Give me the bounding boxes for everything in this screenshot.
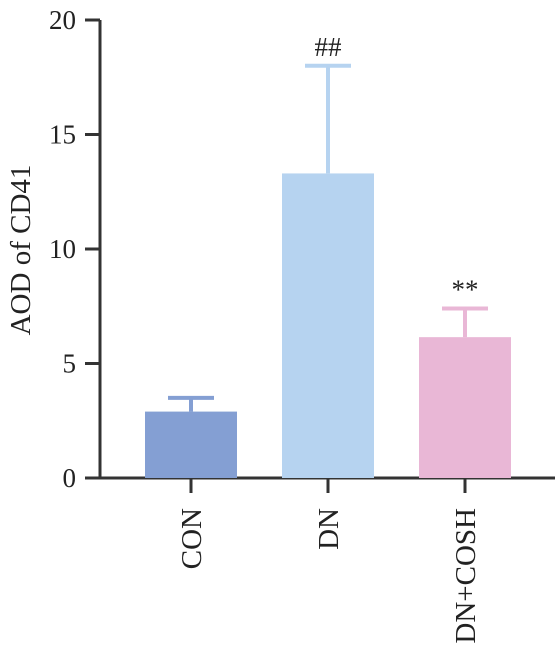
y-tick-label: 10	[49, 234, 76, 264]
bar-con	[145, 411, 237, 478]
y-tick-label: 20	[49, 5, 76, 35]
bar-dn	[282, 173, 374, 478]
error-bars	[168, 63, 488, 412]
x-tick-label: DN+COSH	[450, 508, 482, 644]
y-tick-label: 15	[49, 120, 76, 150]
x-tick-label: DN	[313, 508, 345, 550]
y-axis-ticks: 0 5 10 15 20	[49, 5, 100, 493]
significance-mark: **	[452, 275, 479, 305]
significance-annotations: ## **	[315, 32, 479, 305]
y-axis-title: AOD of CD41	[5, 165, 37, 336]
bar-dn-cosh	[419, 337, 511, 478]
x-tick-label: CON	[176, 508, 208, 569]
y-tick-label: 0	[63, 463, 77, 493]
significance-mark: ##	[315, 32, 343, 62]
x-axis-ticks: CON DN DN+COSH	[176, 478, 482, 644]
bars	[145, 173, 511, 478]
y-tick-label: 5	[63, 349, 77, 379]
